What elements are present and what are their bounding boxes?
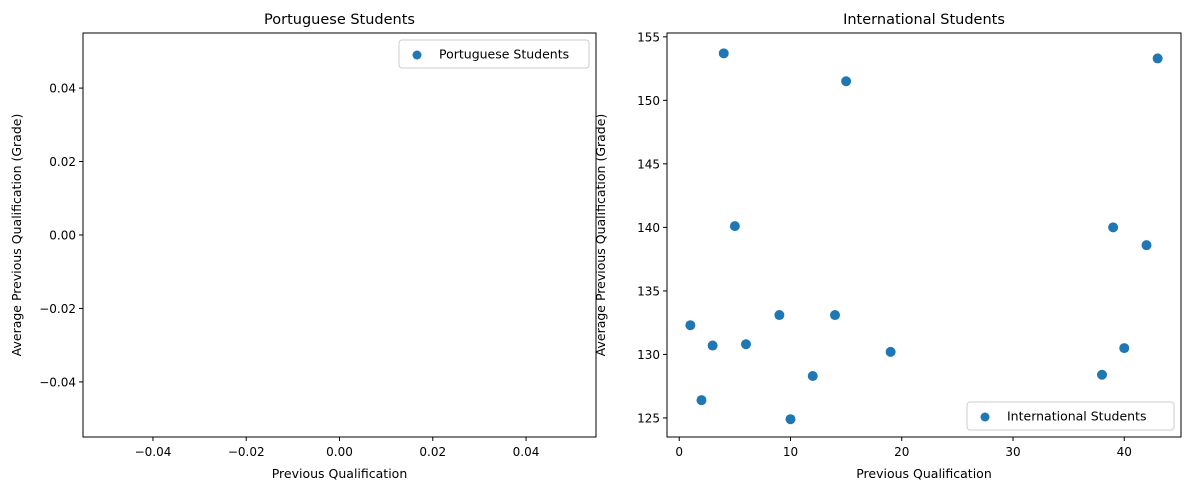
y-tick-label: 0.00 xyxy=(49,229,76,243)
y-axis-label: Average Previous Qualification (Grade) xyxy=(593,114,608,357)
y-tick-label: 125 xyxy=(637,411,660,425)
data-point xyxy=(841,76,852,87)
data-point xyxy=(829,310,840,321)
legend-marker xyxy=(412,50,422,60)
data-point xyxy=(1097,369,1108,380)
legend-box xyxy=(966,401,1175,431)
y-tick-label: 130 xyxy=(637,348,660,362)
y-tick-label: 140 xyxy=(637,221,660,235)
data-point xyxy=(1152,53,1163,64)
data-point xyxy=(707,340,718,351)
y-tick-label: 135 xyxy=(637,284,660,298)
x-axis-label: Previous Qualification xyxy=(272,466,408,481)
data-point xyxy=(1141,240,1152,251)
chart-portuguese-students: Portuguese Students Previous Qualificati… xyxy=(9,12,597,481)
data-point xyxy=(807,371,818,382)
data-point xyxy=(774,310,785,321)
data-point xyxy=(1119,343,1130,354)
x-tick-label: 10 xyxy=(783,445,798,459)
data-point xyxy=(718,48,729,59)
data-point xyxy=(785,414,796,425)
y-tick-label: 150 xyxy=(637,94,660,108)
legend-label: International Students xyxy=(1007,409,1146,424)
data-point xyxy=(685,320,696,331)
y-tick-label: −0.04 xyxy=(39,375,76,389)
data-points xyxy=(685,48,1163,425)
y-tick-label: 0.04 xyxy=(49,82,76,96)
legend-marker xyxy=(980,412,990,422)
plot-frame xyxy=(82,32,597,438)
legend-box xyxy=(398,39,590,69)
data-point xyxy=(729,221,740,232)
chart-title: Portuguese Students xyxy=(264,12,415,28)
x-tick-label: 0.02 xyxy=(419,445,446,459)
x-tick-label: −0.04 xyxy=(135,445,172,459)
x-axis-label: Previous Qualification xyxy=(856,466,992,481)
x-tick-label: 20 xyxy=(894,445,909,459)
axis-ticks: 0 10 20 30 40 125 130 135 140 145 150 155 xyxy=(637,30,1132,459)
chart-title: International Students xyxy=(843,12,1005,28)
data-point xyxy=(1108,222,1119,233)
y-tick-label: 145 xyxy=(637,157,660,171)
y-axis-label: Average Previous Qualification (Grade) xyxy=(9,114,24,357)
x-tick-label: 30 xyxy=(1005,445,1020,459)
data-point xyxy=(885,346,896,357)
y-tick-label: 0.02 xyxy=(49,155,76,169)
data-point xyxy=(696,395,707,406)
plot-frame xyxy=(666,32,1182,438)
y-tick-label: 155 xyxy=(637,30,660,44)
y-tick-label: −0.02 xyxy=(39,302,76,316)
legend: International Students xyxy=(966,401,1175,431)
legend-label: Portuguese Students xyxy=(439,47,569,62)
x-tick-label: −0.02 xyxy=(228,445,265,459)
x-tick-label: 0.00 xyxy=(326,445,353,459)
x-tick-label: 0 xyxy=(675,445,683,459)
legend: Portuguese Students xyxy=(398,39,590,69)
chart-international-students: International Students Previous Qualific… xyxy=(593,12,1182,481)
x-tick-label: 40 xyxy=(1117,445,1132,459)
data-point xyxy=(740,339,751,350)
x-tick-label: 0.04 xyxy=(513,445,540,459)
axis-ticks: −0.04 −0.02 0.00 0.02 0.04 −0.04 −0.02 0.00 0.02… xyxy=(39,82,539,459)
